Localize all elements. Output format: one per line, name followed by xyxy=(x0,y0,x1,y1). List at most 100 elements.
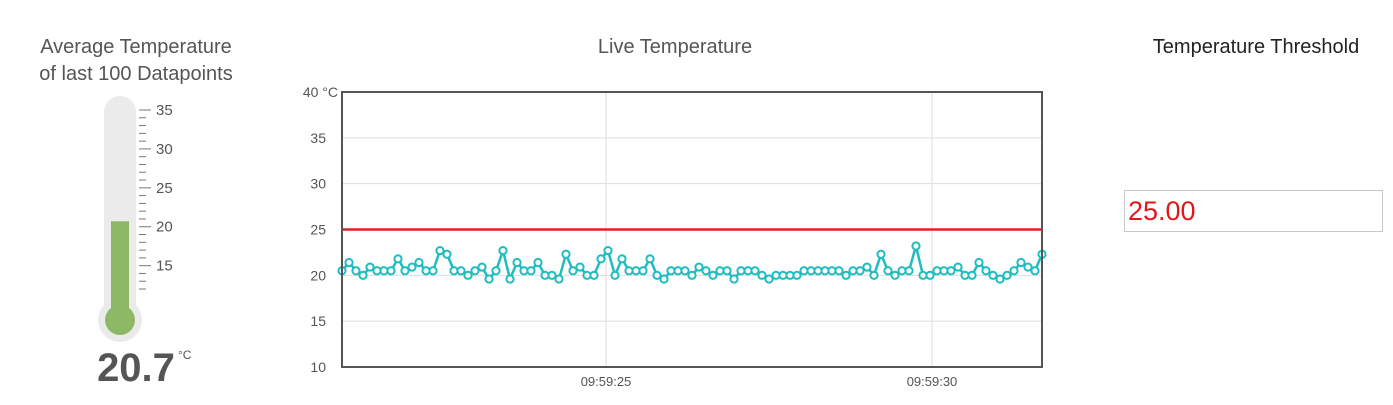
data-point xyxy=(652,270,662,280)
data-point xyxy=(981,266,991,276)
data-point xyxy=(435,245,445,256)
data-point xyxy=(610,270,620,280)
data-point xyxy=(757,270,767,280)
data-point xyxy=(862,262,872,272)
data-point xyxy=(491,266,501,276)
data-point xyxy=(946,266,956,276)
data-point xyxy=(442,249,452,259)
data-point xyxy=(407,262,417,272)
x-tick-label: 09:59:30 xyxy=(907,374,958,389)
data-point xyxy=(708,270,718,280)
data-point xyxy=(701,266,711,276)
data-point xyxy=(428,266,438,276)
thermometer-fill xyxy=(105,221,135,335)
average-temperature-value: 20.7 xyxy=(97,346,175,390)
data-point xyxy=(463,270,473,280)
data-point xyxy=(344,257,354,268)
x-tick-label: 09:59:25 xyxy=(581,374,632,389)
data-point xyxy=(568,266,578,276)
data-point xyxy=(365,262,375,272)
data-point xyxy=(414,257,424,268)
y-tick-label: 35 xyxy=(310,130,326,146)
y-tick-label: 40 °C xyxy=(303,84,338,100)
scale-label: 25 xyxy=(156,180,173,197)
data-point xyxy=(834,266,844,276)
data-point xyxy=(750,266,760,276)
thermometer-bulb xyxy=(105,305,135,335)
data-point xyxy=(953,262,963,272)
data-point xyxy=(890,270,900,280)
thermometer-scale: 35 30 25 20 15 xyxy=(139,102,173,290)
data-point xyxy=(988,270,998,280)
data-point xyxy=(659,274,669,284)
plot-area-border xyxy=(341,91,1043,368)
threshold-input[interactable] xyxy=(1124,190,1383,232)
data-point xyxy=(596,254,606,264)
data-point xyxy=(764,274,774,284)
data-point xyxy=(911,241,921,251)
average-value-display: 20.7 °C xyxy=(0,346,272,390)
data-point xyxy=(617,254,627,264)
data-point xyxy=(841,270,851,280)
data-point xyxy=(589,270,599,280)
data-point xyxy=(1030,266,1040,276)
thermometer-gauge: 35 30 25 20 15 xyxy=(98,96,173,342)
data-point xyxy=(925,270,935,280)
data-point xyxy=(603,245,613,256)
y-tick-label: 10 xyxy=(310,359,326,375)
data-point xyxy=(883,266,893,276)
data-point xyxy=(680,266,690,276)
data-point xyxy=(561,249,571,259)
data-point xyxy=(533,257,543,268)
live-temperature-title: Live Temperature xyxy=(597,36,753,58)
data-point xyxy=(554,274,564,284)
data-point xyxy=(498,245,508,256)
data-point xyxy=(470,266,480,276)
data-point xyxy=(1002,270,1012,280)
data-point xyxy=(855,266,865,276)
scale-label: 20 xyxy=(156,219,173,236)
data-point xyxy=(484,274,494,284)
data-point xyxy=(400,266,410,276)
data-point xyxy=(1009,266,1019,276)
average-title-line2: of last 100 Datapoints xyxy=(39,63,233,85)
data-point xyxy=(687,270,697,280)
data-point xyxy=(974,257,984,268)
data-point xyxy=(995,274,1005,284)
data-point xyxy=(477,262,487,272)
data-point xyxy=(722,266,732,276)
data-point xyxy=(876,249,886,259)
scale-label: 30 xyxy=(156,141,173,158)
average-title-line1: Average Temperature xyxy=(40,36,232,58)
average-temperature-title: Average Temperature of last 100 Datapoin… xyxy=(0,34,272,88)
data-point xyxy=(505,274,515,284)
data-point xyxy=(456,266,466,276)
data-point xyxy=(967,270,977,280)
chart-x-axis: 09:59:25 09:59:30 xyxy=(581,374,958,389)
data-point xyxy=(729,274,739,284)
scale-label: 35 xyxy=(156,102,173,119)
y-tick-label: 20 xyxy=(310,267,326,283)
data-point xyxy=(638,266,648,276)
chart-y-axis: 40 °C 35 30 25 20 15 10 xyxy=(303,84,338,375)
data-point xyxy=(1016,257,1026,268)
y-tick-label: 25 xyxy=(310,222,326,238)
data-point xyxy=(575,262,585,272)
data-point xyxy=(547,270,557,280)
data-point xyxy=(1023,262,1033,272)
average-temperature-unit: °C xyxy=(178,348,192,362)
data-point xyxy=(792,270,802,280)
data-point xyxy=(393,254,403,264)
data-point xyxy=(904,266,914,276)
chart-series xyxy=(337,241,1047,284)
data-point xyxy=(386,266,396,276)
data-point xyxy=(512,257,522,268)
y-tick-label: 15 xyxy=(310,313,326,329)
data-point xyxy=(351,266,361,276)
temperature-threshold-title: Temperature Threshold xyxy=(1152,36,1360,58)
chart-frame xyxy=(341,91,1043,368)
data-point xyxy=(869,270,879,280)
data-point xyxy=(694,262,704,272)
data-point xyxy=(645,254,655,264)
